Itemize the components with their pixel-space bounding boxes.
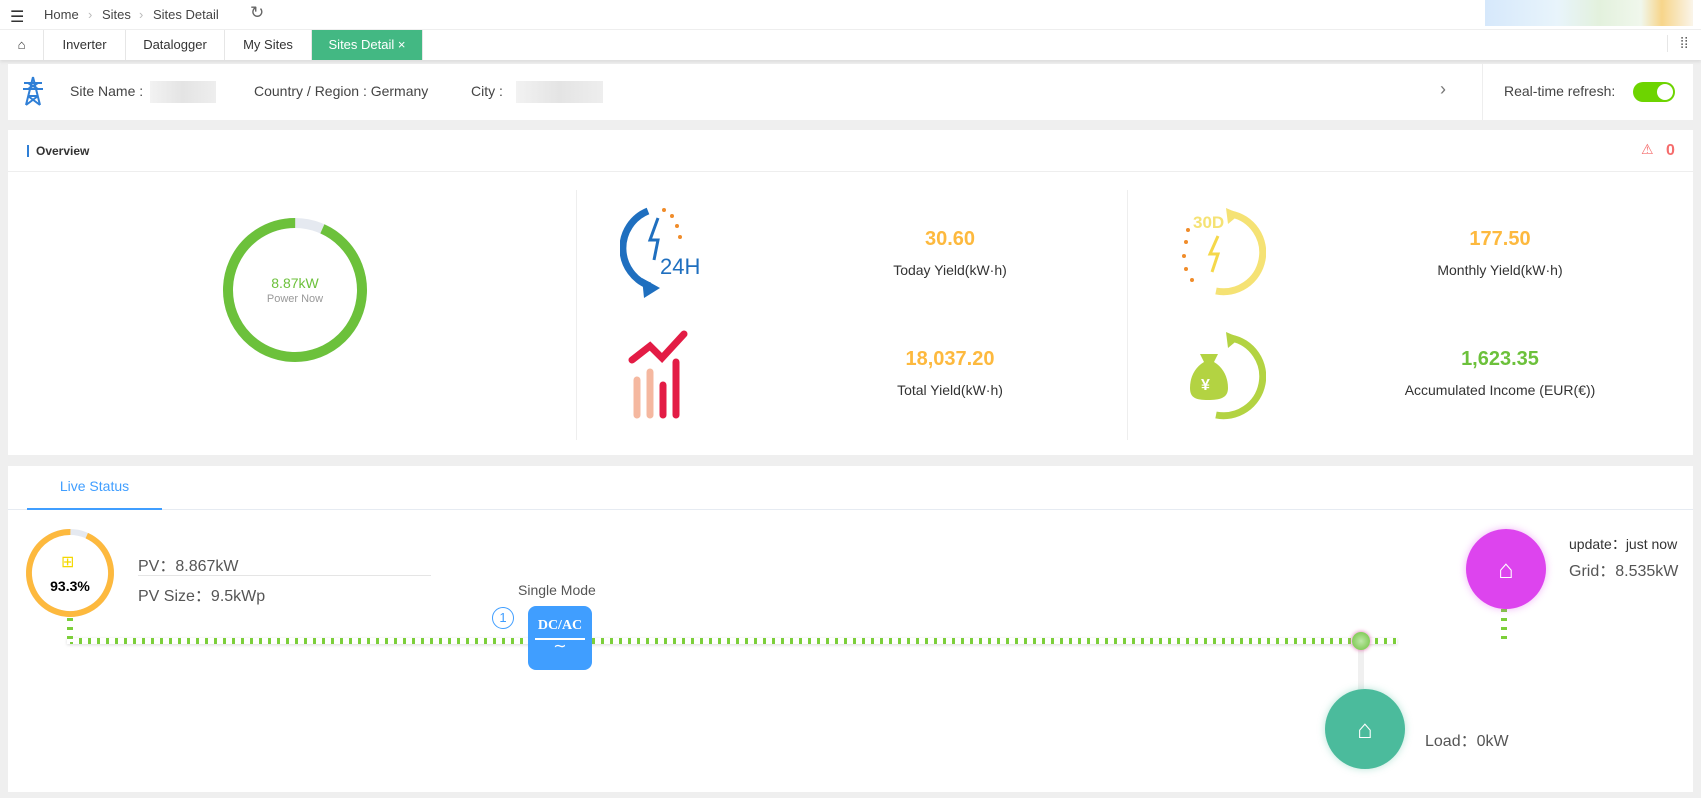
chevron-right-icon: › [139,7,144,22]
30d-yield-icon: 30D [1182,208,1266,296]
site-name-value [150,81,216,103]
gauge-arc [223,218,367,362]
svg-text:¥: ¥ [1201,377,1210,394]
grid-flow-line [1501,606,1507,642]
live-status-card: Live Status ⊞ 93.3% PV：8.867kW PV Size：9… [8,466,1693,792]
inverter-count-badge[interactable]: 1 [492,607,514,629]
ac-wave-icon: ∼ [553,638,567,655]
breadcrumb-sites[interactable]: Sites [102,7,131,22]
realtime-refresh-toggle[interactable] [1633,82,1675,102]
menu-icon[interactable]: ☰ [10,9,25,26]
overview-title: Overview [36,144,90,158]
site-info-card: Site Name : Country / Region : Germany C… [8,64,1693,120]
grid-tower-icon: ⌂ [1498,554,1514,584]
svg-text:24H: 24H [660,254,700,279]
live-tabs [8,466,1693,510]
divider [1482,64,1483,120]
inverter-mode: Single Mode [518,582,596,598]
top-bar: ☰ Home › Sites › Sites Detail ↻ [0,0,1701,30]
tab-datalogger[interactable]: Datalogger [126,30,225,60]
svg-text:30D: 30D [1193,213,1224,232]
title-marker [27,145,29,157]
divider [576,190,577,440]
user-avatar[interactable] [1485,0,1693,26]
pv-size: PV Size：9.5kWp [138,588,266,605]
pv-gauge-arc [26,529,114,617]
divider [138,575,431,576]
alarm-icon[interactable]: ⚠ [1641,141,1654,157]
transmission-tower-icon [23,76,43,106]
income-icon: ¥ [1190,332,1266,420]
apps-grid-icon[interactable]: ⁞⁞ [1667,35,1701,52]
power-now-gauge [223,218,367,362]
income-label: Accumulated Income (EUR(€)) [1404,382,1596,398]
today-yield-label: Today Yield(kW·h) [893,262,1007,278]
pv-gauge [26,529,114,617]
tab-sites-detail[interactable]: Sites Detail × [312,30,423,60]
inverter-label: DC/AC [537,618,583,633]
chevron-right-icon: › [88,7,93,22]
pv-percent: 93.3% [50,578,90,594]
today-yield-value: 30.60 [924,228,976,250]
city-label: City : [471,83,503,99]
alarm-count[interactable]: 0 [1666,142,1675,159]
monthly-yield-value: 177.50 [1469,228,1531,250]
breadcrumb-current: Sites Detail [153,7,219,22]
expand-chevron-icon[interactable]: › [1440,79,1446,99]
realtime-refresh-label: Real-time refresh: [1504,83,1616,99]
overview-header: Overview ⚠ 0 [8,130,1693,172]
tab-inverter[interactable]: Inverter [44,30,126,60]
solar-panel-icon: ⊞ [61,554,75,571]
power-now-value: 8.87kW [271,275,319,291]
tab-label: Sites Detail [328,37,395,52]
load-node[interactable]: ⌂ [1325,689,1405,769]
power-now-label: Power Now [266,293,324,305]
close-icon[interactable]: × [397,37,406,52]
inverter-node[interactable]: DC/AC ∼ [528,606,592,670]
refresh-icon[interactable]: ↻ [250,3,265,22]
tab-bar: ⌂ Inverter Datalogger My Sites Sites Det… [0,30,1701,60]
divider [1127,190,1128,440]
24h-yield-icon: 24H [620,207,700,298]
home-icon: ⌂ [17,37,26,52]
city-value [516,81,603,103]
tab-home[interactable]: ⌂ [0,30,44,60]
total-yield-value: 18,037.20 [905,348,995,370]
grid-node[interactable]: ⌂ [1466,529,1546,609]
tab-label: Live Status [59,478,130,494]
house-load-icon: ⌂ [1357,714,1373,744]
total-yield-label: Total Yield(kW·h) [897,382,1003,398]
load-line [1358,641,1364,701]
pv-power: PV：8.867kW [138,558,239,575]
pv-flow-line [67,616,73,642]
junction-node [1352,632,1370,650]
divider [535,638,585,640]
country-region: Country / Region : Germany [254,83,429,99]
tab-live-status[interactable]: Live Status [27,478,162,510]
load-power: Load：0kW [1425,733,1509,750]
update-status: update：just now [1569,536,1678,552]
breadcrumb-home[interactable]: Home [44,7,79,22]
tab-my-sites[interactable]: My Sites [225,30,312,60]
grid-power: Grid：8.535kW [1569,563,1679,580]
overview-card: Overview ⚠ 0 8.87kW Power Now 24H 30.60 … [8,130,1693,455]
site-name-label: Site Name : [70,83,144,99]
income-value: 1,623.35 [1461,348,1539,370]
monthly-yield-label: Monthly Yield(kW·h) [1437,262,1563,278]
total-yield-icon [628,330,688,419]
power-flow-line [67,638,1397,644]
